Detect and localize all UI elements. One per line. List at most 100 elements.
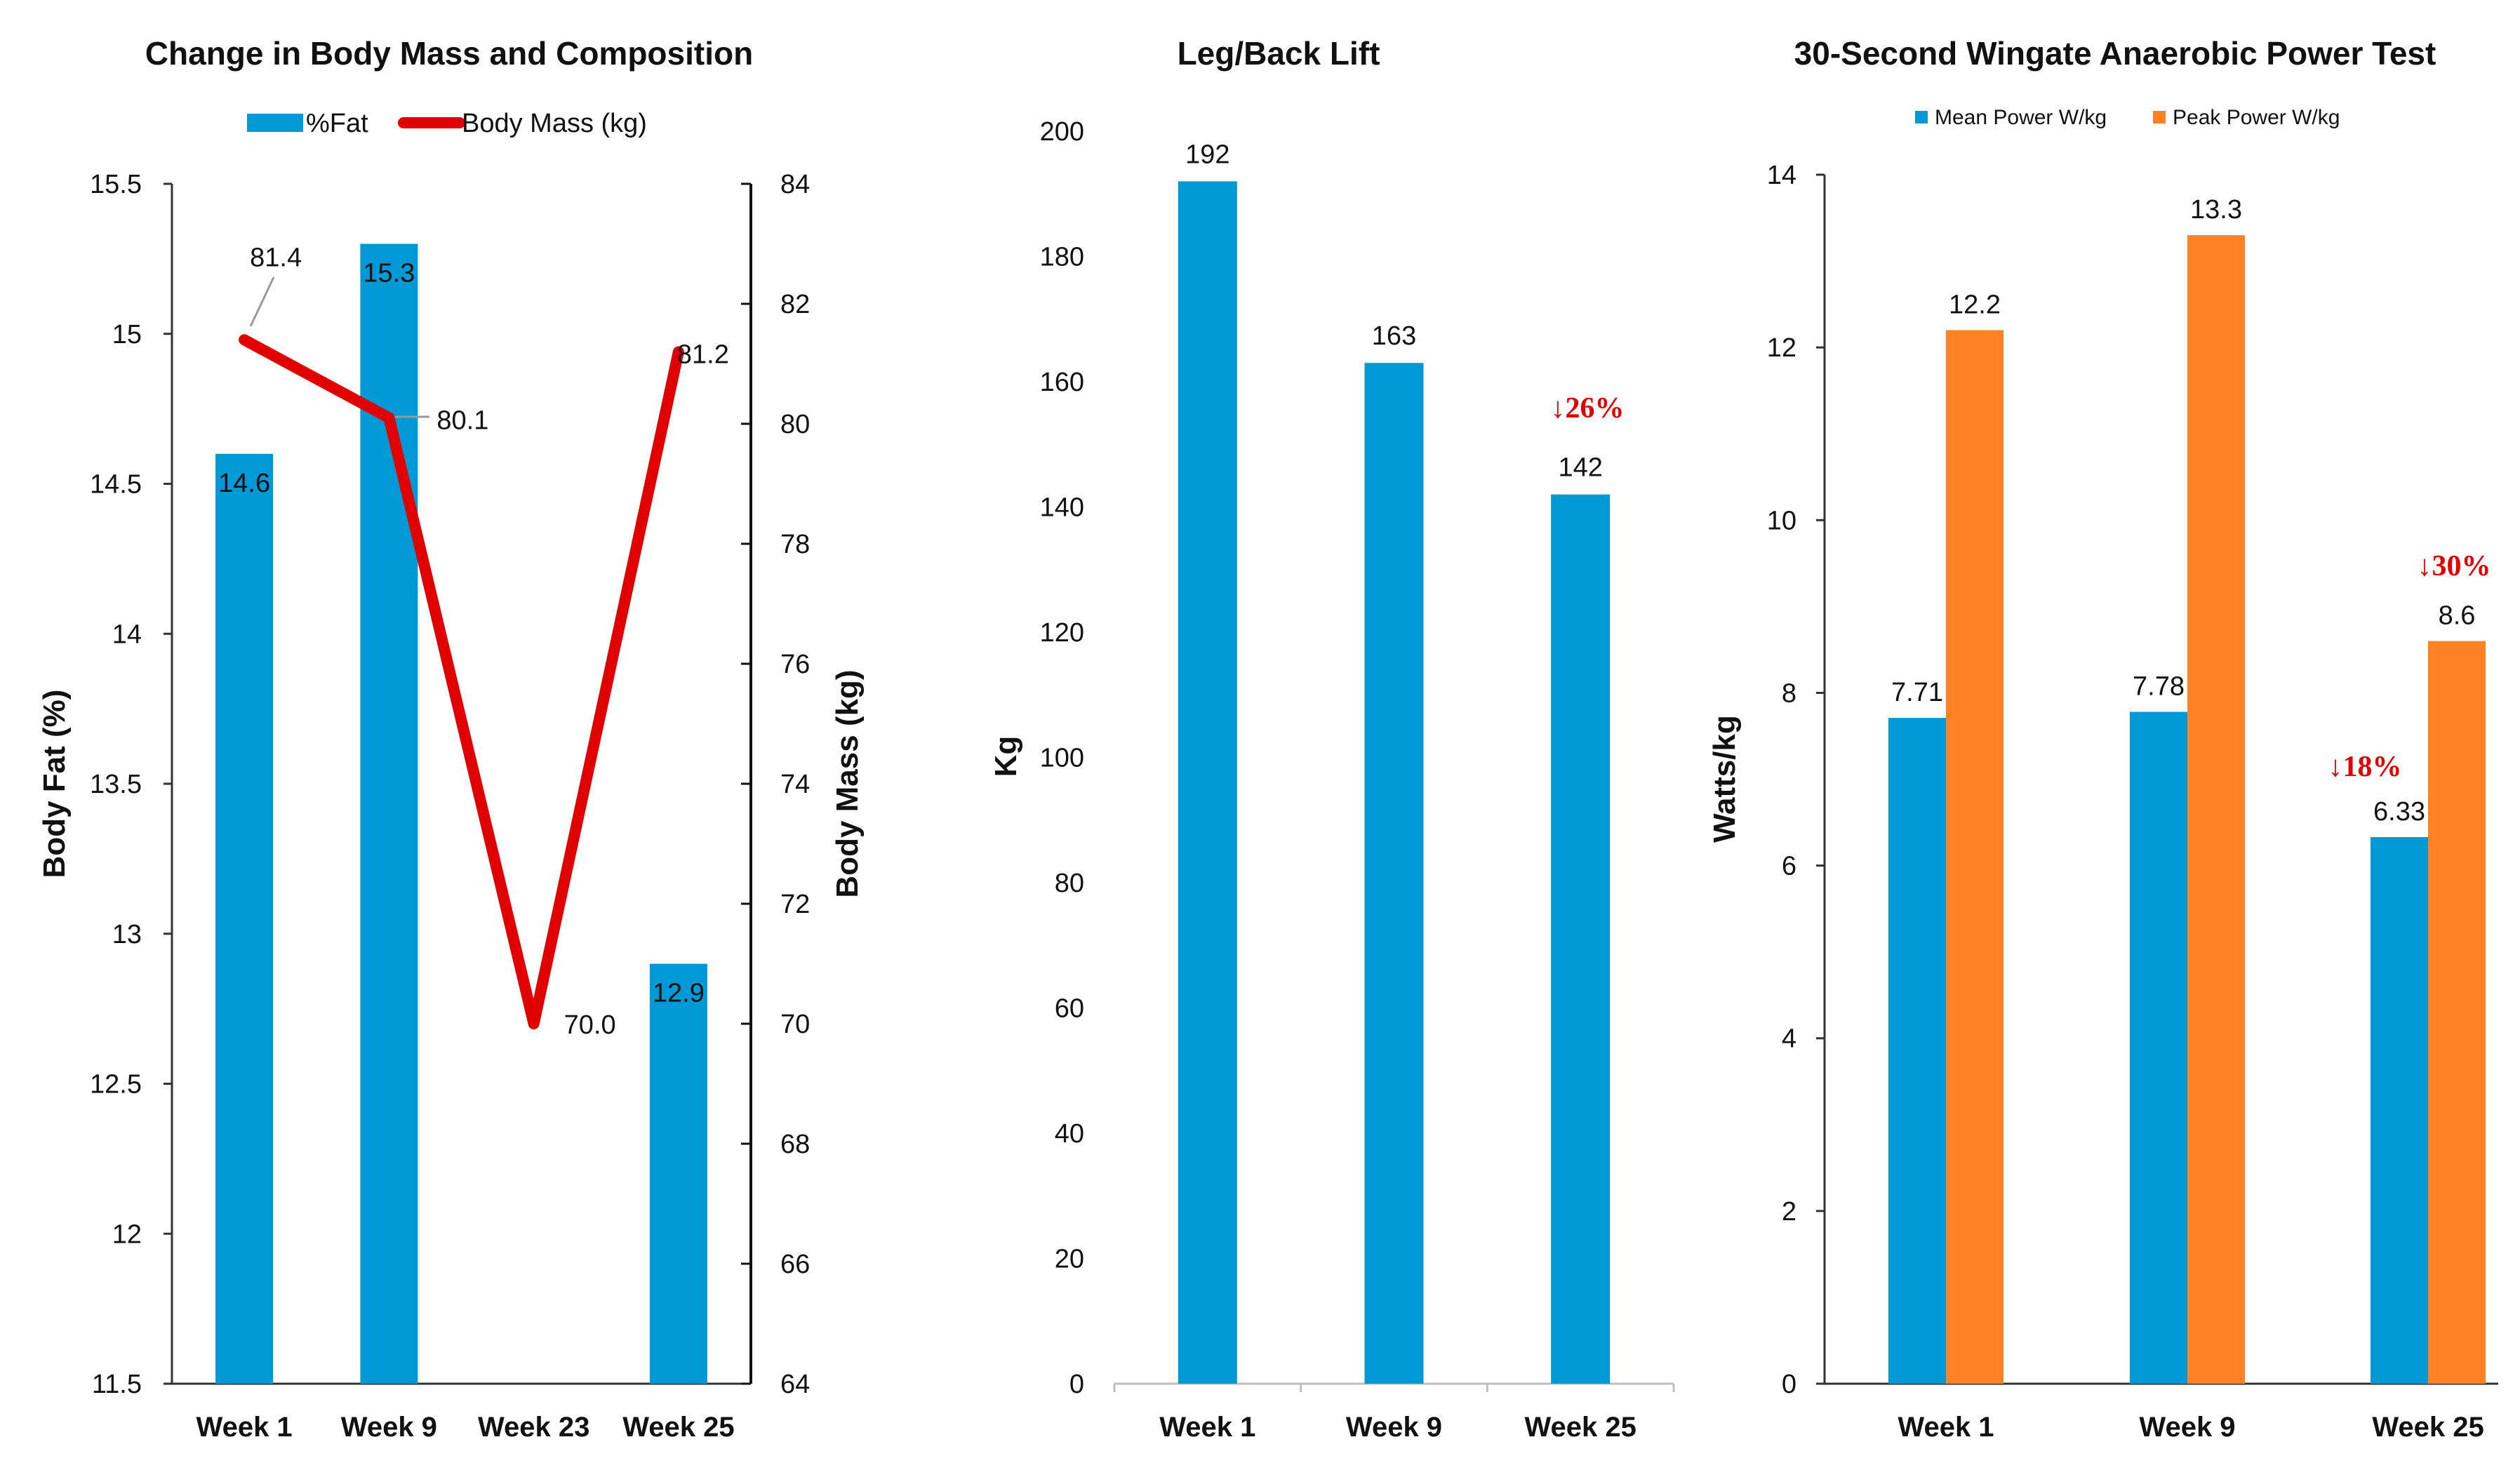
- chart-title: 30-Second Wingate Anaerobic Power Test: [1794, 35, 2436, 72]
- bar-value-label: 192: [1185, 140, 1229, 169]
- bar-value-label: 14.6: [218, 469, 270, 498]
- tick-label: 12: [112, 1220, 142, 1249]
- leader-line-week-1: [249, 276, 275, 327]
- legend-label-mean: Mean Power W/kg: [1935, 106, 2107, 129]
- category-label: Week 25: [1524, 1412, 1636, 1443]
- tick-label: 14: [112, 620, 142, 649]
- tick-label: 40: [1055, 1119, 1084, 1149]
- bar-value-label: 163: [1372, 321, 1416, 351]
- y2-axis-title: Body Mass (kg): [830, 669, 865, 897]
- tick-label: 70: [780, 1010, 810, 1039]
- tick-label: 10: [1767, 506, 1796, 535]
- tick-label: 14: [1767, 161, 1796, 190]
- line-value-label: 70.0: [564, 1010, 616, 1040]
- mean-power-bar: [2371, 836, 2428, 1384]
- tick-label: 180: [1040, 243, 1084, 272]
- tick-label: 4: [1782, 1024, 1796, 1054]
- y-axis-title: Kg: [989, 736, 1023, 777]
- tick-label: 140: [1040, 493, 1084, 523]
- y-axis-ticks-right: 84 82 80 78 76 74 72 70 68 66 64: [741, 170, 810, 1399]
- annotation-mean-decrease: ↓18%: [2328, 751, 2402, 783]
- legend-label-fat: %Fat: [306, 109, 368, 138]
- tick-label: 20: [1055, 1245, 1084, 1274]
- tick-label: 2: [1782, 1197, 1796, 1227]
- lift-bars: 192 163 142: [1178, 140, 1611, 1384]
- category-label: Week 9: [2139, 1412, 2235, 1443]
- tick-label: 0: [1069, 1370, 1084, 1399]
- tick-label: 15.5: [90, 170, 142, 199]
- legend-swatch-mean: [1915, 111, 1928, 123]
- legend-swatch-peak: [2153, 111, 2166, 123]
- tick-label: 60: [1055, 994, 1084, 1024]
- category-label: Week 25: [622, 1412, 734, 1443]
- fat-bar: [649, 963, 707, 1384]
- category-label: Week 1: [1898, 1412, 1994, 1443]
- power-bars: 7.71 7.78 6.33 12.2 13.3 8.6: [1888, 195, 2486, 1384]
- category-label: Week 23: [478, 1412, 589, 1443]
- peak-power-bar: [2428, 641, 2486, 1384]
- tick-label: 76: [780, 650, 810, 679]
- tick-label: 100: [1040, 744, 1084, 773]
- bar-value-label: 15.3: [363, 259, 415, 288]
- tick-label: 14.5: [90, 470, 142, 500]
- leg-back-lift-chart: Leg/Back Lift 20018016014012010080604020…: [989, 35, 1675, 1443]
- x-axis-tick-marks: [1113, 1384, 1675, 1392]
- x-axis-categories: Week 1 Week 9 Week 25: [1159, 1412, 1636, 1443]
- tick-label: 6: [1782, 852, 1796, 881]
- x-axis-categories: Week 1 Week 9 Week 23 Week 25: [196, 1412, 735, 1443]
- body-composition-chart: Change in Body Mass and Composition %Fat…: [37, 35, 865, 1443]
- lift-bar: [1551, 494, 1611, 1384]
- tick-label: 84: [780, 170, 810, 199]
- tick-label: 72: [780, 890, 810, 919]
- tick-label: 11.5: [92, 1370, 142, 1399]
- annotation-peak-decrease: ↓30%: [2418, 550, 2491, 582]
- fat-bar: [215, 453, 274, 1384]
- tick-label: 8: [1782, 679, 1796, 708]
- line-value-label: 80.1: [436, 406, 488, 435]
- lift-bar: [1178, 181, 1237, 1384]
- body-mass-labels: 81.4 80.1 70.0 81.2: [250, 243, 729, 1040]
- legend-swatch-fat: [247, 114, 303, 132]
- body-mass-line: [239, 334, 684, 1029]
- y-axis-title: Body Fat (%): [37, 690, 72, 879]
- chart-title: Change in Body Mass and Composition: [145, 35, 753, 72]
- peak-power-bar: [1946, 330, 2004, 1384]
- tick-label: 13.5: [90, 770, 142, 799]
- bar-value-label: 142: [1558, 453, 1602, 483]
- category-label: Week 25: [2372, 1412, 2484, 1443]
- category-label: Week 9: [1346, 1412, 1442, 1443]
- bar-value-label: 8.6: [2439, 601, 2476, 631]
- mean-power-bar: [1888, 718, 1946, 1384]
- tick-label: 64: [780, 1370, 810, 1399]
- bar-value-label: 12.2: [1949, 290, 2001, 320]
- legend: %Fat Body Mass (kg): [247, 109, 647, 138]
- tick-label: 12: [1767, 333, 1796, 363]
- legend: Mean Power W/kg Peak Power W/kg: [1915, 106, 2340, 129]
- category-label: Week 9: [341, 1412, 437, 1443]
- category-label: Week 1: [196, 1412, 293, 1443]
- tick-label: 82: [780, 290, 810, 319]
- y-axis-title: Watts/kg: [1707, 715, 1742, 843]
- peak-power-bar: [2187, 235, 2245, 1384]
- line-value-label: 81.2: [677, 340, 729, 369]
- bar-value-label: 13.3: [2190, 195, 2242, 225]
- y-axis-ticks: 14 12 10 8 6 4 2 0: [1767, 161, 1825, 1399]
- x-axis-categories: Week 1 Week 9 Week 25: [1898, 1412, 2484, 1443]
- lift-bar: [1364, 363, 1424, 1384]
- wingate-power-chart: 30-Second Wingate Anaerobic Power Test M…: [1707, 35, 2498, 1443]
- category-label: Week 1: [1159, 1412, 1255, 1443]
- bar-value-label: 12.9: [653, 979, 705, 1008]
- tick-label: 80: [780, 410, 810, 439]
- tick-label: 78: [780, 530, 810, 559]
- tick-label: 0: [1782, 1370, 1796, 1399]
- tick-label: 200: [1040, 117, 1084, 147]
- tick-label: 12.5: [90, 1070, 142, 1100]
- chart-title: Leg/Back Lift: [1178, 35, 1380, 72]
- tick-label: 68: [780, 1130, 810, 1159]
- legend-label-body-mass: Body Mass (kg): [462, 109, 647, 138]
- annotation-decrease: ↓26%: [1551, 392, 1625, 425]
- line-value-label: 81.4: [250, 243, 302, 272]
- tick-label: 15: [112, 320, 142, 349]
